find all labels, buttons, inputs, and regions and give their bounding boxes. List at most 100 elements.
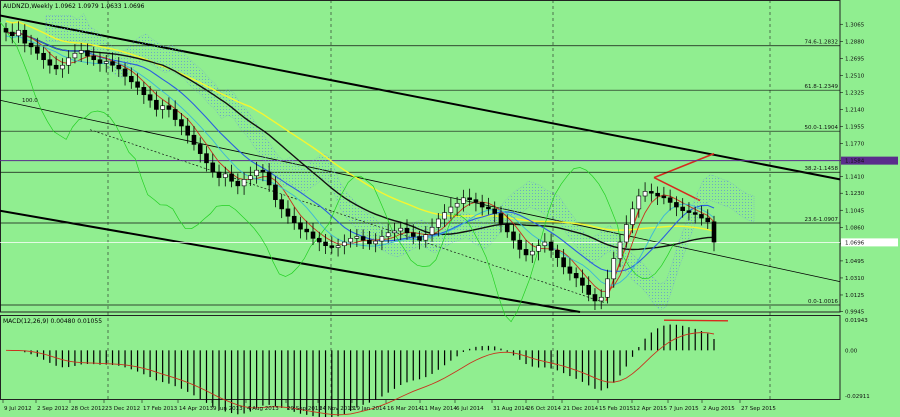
candle-body <box>185 125 190 136</box>
x-tick-label: 29 Sep 2013 <box>287 406 322 412</box>
candle-body <box>667 197 673 203</box>
candle <box>97 51 103 72</box>
candle <box>116 56 122 77</box>
candle-body <box>674 202 679 208</box>
macd-tick-label: 0.00 <box>845 348 858 354</box>
y-tick-label: 1.2510 <box>845 73 865 79</box>
y-tick-label: 0.9945 <box>845 310 865 316</box>
candle-body <box>623 224 629 243</box>
candle <box>179 113 184 136</box>
candle <box>53 56 59 75</box>
candle <box>222 166 228 187</box>
x-tick-label: 2 Aug 2015 <box>703 406 735 412</box>
candle <box>241 172 247 195</box>
candle <box>548 233 554 258</box>
candle <box>91 46 97 66</box>
candle-body <box>473 199 479 203</box>
candle-body <box>179 119 184 127</box>
candle-body <box>210 162 216 173</box>
candle <box>28 34 34 55</box>
candle-body <box>329 245 335 248</box>
candle <box>473 192 479 212</box>
candle-body <box>254 169 259 177</box>
price-axis: 1.3065 1.2880 1.2695 1.2510 1.2325 1.2140 1.19… <box>840 22 898 316</box>
candle <box>555 244 560 267</box>
candle-body <box>28 42 34 48</box>
candle-body <box>611 258 617 280</box>
candle <box>66 50 71 74</box>
red-ray-back <box>653 176 701 202</box>
candle <box>573 267 579 288</box>
candle-body <box>536 245 541 252</box>
candle <box>229 164 234 188</box>
candle-body <box>555 250 560 258</box>
candle <box>329 236 335 254</box>
macd-label: MACD(12,26,9) 0.00480 0.01055 <box>3 318 102 325</box>
candle-body <box>342 241 347 247</box>
x-tick-label: 12 Apr 2015 <box>633 406 668 412</box>
candle <box>429 218 435 242</box>
candle-body <box>542 241 548 247</box>
candle-body <box>141 87 147 96</box>
y-tick-label: 1.0860 <box>845 225 865 231</box>
candle-body <box>103 61 109 64</box>
candle-body <box>16 29 21 37</box>
candle-body <box>486 206 491 210</box>
candle-body <box>273 184 278 200</box>
candle-body <box>410 232 416 237</box>
candle-body <box>323 241 328 247</box>
candle <box>592 288 598 311</box>
candle-body <box>354 236 360 239</box>
candle <box>667 189 673 211</box>
candle <box>248 166 253 186</box>
candle <box>291 207 297 230</box>
candle-body <box>241 179 247 187</box>
candle <box>404 219 410 240</box>
mid-trendline <box>0 99 841 283</box>
fib-level-label: 38.2-1.1458 <box>805 166 839 172</box>
candle-body <box>479 202 485 208</box>
candle-body <box>498 213 504 224</box>
price-panel-frame <box>0 0 841 313</box>
candle <box>504 214 510 238</box>
candle-body <box>573 273 579 279</box>
x-tick-label: 7 Jun 2015 <box>669 406 699 412</box>
candle-body <box>298 222 303 230</box>
candle-body <box>423 234 429 241</box>
y-tick-label: 1.2880 <box>845 39 865 45</box>
candle <box>642 182 648 202</box>
candle <box>185 118 190 144</box>
candle-body <box>448 206 454 213</box>
candle-body <box>154 99 159 110</box>
candle <box>398 222 404 241</box>
x-tick-label: 16 Mar 2014 <box>387 406 422 412</box>
candle-body <box>511 231 516 241</box>
x-tick-label: 9 Jul 2012 <box>4 406 32 412</box>
candle-body <box>348 238 353 243</box>
y-tick-label: 1.2325 <box>845 90 865 96</box>
candle-body <box>41 52 46 61</box>
candle-body <box>266 171 272 186</box>
candle <box>122 62 128 86</box>
candle-body <box>197 144 203 154</box>
candle <box>486 197 491 215</box>
candle <box>160 99 165 119</box>
candle-body <box>661 195 667 199</box>
candle-body <box>147 94 153 101</box>
candle-body <box>122 68 128 77</box>
candle <box>360 229 366 250</box>
candle-body <box>442 212 447 220</box>
candle <box>285 200 291 224</box>
x-tick-label: 9 Jun 2013 <box>213 406 243 412</box>
cloud-area <box>45 13 755 311</box>
red-ma <box>5 31 715 292</box>
current-price-tag-box <box>841 238 898 247</box>
candle-body <box>204 153 209 164</box>
candle-body <box>9 31 15 37</box>
candle <box>542 233 548 253</box>
candle <box>705 209 711 229</box>
candle <box>680 198 685 218</box>
candle <box>72 44 78 64</box>
candle <box>511 224 516 249</box>
candle-body <box>686 210 692 213</box>
